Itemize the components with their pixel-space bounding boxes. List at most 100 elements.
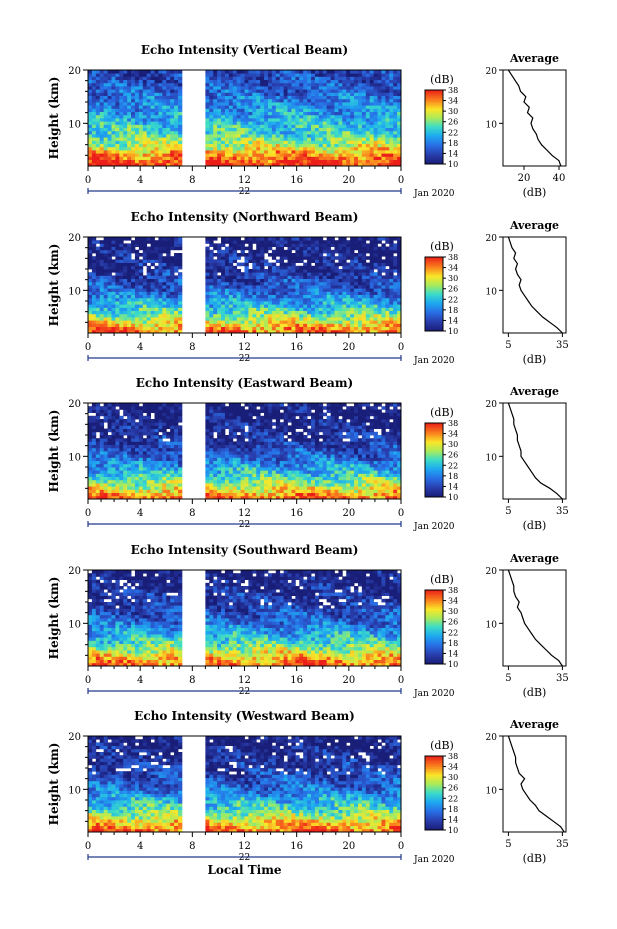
heatmap-cell [166, 323, 171, 327]
heatmap-cell [127, 486, 132, 490]
heatmap-cell [166, 76, 171, 80]
heatmap-cell [334, 297, 339, 302]
heatmap-cell [385, 313, 390, 318]
heatmap-cell [95, 307, 101, 311]
heatmap-cell [91, 486, 97, 490]
heatmap-cell [177, 479, 183, 484]
heatmap-cell [123, 329, 128, 334]
heatmap-cell [107, 297, 112, 302]
heatmap-cell [142, 70, 148, 74]
heatmap-cell [252, 317, 257, 321]
heatmap-cell [146, 102, 151, 106]
heatmap-cell [154, 162, 159, 167]
heatmap-cell [381, 246, 386, 251]
heatmap-cell [346, 323, 351, 327]
heatmap-cell [138, 294, 144, 299]
heatmap-cell [322, 124, 328, 128]
heatmap-cell [311, 150, 316, 154]
heatmap-cell [127, 301, 132, 305]
heatmap-cell [88, 143, 93, 148]
heatmap-cell [342, 285, 347, 289]
heatmap-cell [95, 92, 101, 96]
heatmap-cell [342, 130, 347, 135]
heatmap-cell [228, 237, 234, 241]
heatmap-cell [123, 237, 128, 241]
heatmap-cell [232, 105, 238, 109]
heatmap-cell [267, 76, 273, 80]
heatmap-cell [334, 76, 339, 80]
heatmap-cell [361, 304, 367, 308]
heatmap-cell [252, 291, 257, 295]
heatmap-cell [389, 329, 394, 334]
heatmap-cell [119, 243, 124, 247]
heatmap-cell [217, 243, 222, 247]
heatmap-cell [397, 108, 402, 112]
heatmap-cell [103, 140, 108, 144]
heatmap-cell [311, 320, 316, 324]
heatmap-cell [119, 140, 124, 144]
heatmap-cell [142, 483, 148, 487]
heatmap-cell [271, 329, 277, 334]
heatmap-cell [252, 118, 257, 122]
heatmap-cell [91, 246, 97, 251]
heatmap-cell [138, 288, 144, 292]
heatmap-cell [373, 307, 378, 311]
heatmap-cell [354, 76, 359, 80]
heatmap-cell [369, 124, 375, 128]
heatmap-cell [338, 256, 343, 260]
heatmap-cell [338, 92, 343, 96]
heatmap-cell [150, 140, 155, 144]
heatmap-cell [103, 256, 108, 260]
heatmap-cell [150, 483, 155, 487]
heatmap-cell [170, 326, 175, 331]
heatmap-cell [177, 86, 183, 90]
heatmap-cell [291, 111, 296, 116]
heatmap-cell [131, 288, 136, 292]
heatmap-cell [146, 479, 151, 484]
heatmap-cell [350, 143, 355, 148]
heatmap-cell [154, 317, 159, 321]
heatmap-cell [338, 486, 343, 490]
heatmap-cell [342, 313, 347, 318]
heatmap-cell [158, 89, 163, 93]
heatmap-cell [205, 317, 210, 321]
heatmap-cell [283, 127, 288, 132]
heatmap-cell [381, 86, 386, 90]
heatmap-cell [264, 79, 269, 84]
heatmap-cell [138, 127, 144, 132]
heatmap-cell [342, 246, 347, 251]
heatmap-cell [131, 153, 136, 157]
heatmap-cell [342, 288, 347, 292]
heatmap-cell [158, 243, 163, 247]
heatmap-cell [99, 121, 105, 125]
heatmap-cell [311, 294, 316, 299]
heatmap-cell [365, 95, 371, 100]
heatmap-cell [134, 278, 140, 283]
heatmap-cell [142, 291, 148, 295]
heatmap-cell [326, 483, 331, 487]
heatmap-cell [170, 76, 175, 80]
heatmap-cell [224, 249, 230, 254]
heatmap-cell [205, 495, 210, 500]
heatmap-cell [115, 153, 120, 157]
heatmap-cell [350, 288, 355, 292]
heatmap-cell [303, 486, 308, 490]
heatmap-cell [385, 495, 390, 500]
heatmap-cell [232, 281, 238, 286]
heatmap-cell [354, 162, 359, 167]
heatmap-cell [322, 495, 328, 500]
heatmap-cell [138, 313, 144, 318]
heatmap-cell [119, 130, 124, 135]
heatmap-cell [256, 486, 261, 490]
heatmap-cell [107, 105, 112, 109]
heatmap-cell [397, 275, 402, 279]
heatmap-cell [134, 323, 140, 327]
heatmap-cell [142, 108, 148, 112]
heatmap-cell [291, 156, 296, 160]
heatmap-cell [334, 153, 339, 157]
heatmap-cell [338, 162, 343, 167]
heatmap-cell [279, 121, 285, 125]
heatmap-cell [213, 79, 218, 84]
heatmap-cell [205, 272, 210, 276]
heatmap-cell [346, 108, 351, 112]
